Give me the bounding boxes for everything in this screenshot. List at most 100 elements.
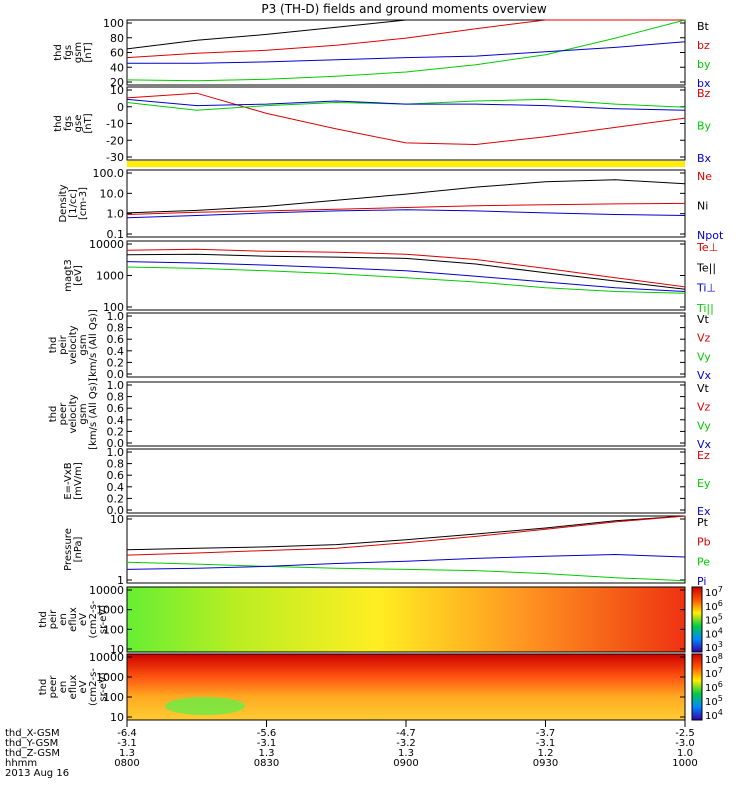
panel-frame [126, 448, 686, 514]
y-axis-label: [km/s (All Qs)] [88, 309, 99, 381]
colorbar-label: 106 [705, 680, 723, 694]
legend-entry: by [697, 58, 711, 71]
y-tick-label: 1.0 [107, 208, 125, 221]
y-tick-label: 1000 [96, 671, 124, 684]
series-pressure-Pe [126, 561, 686, 582]
x-axis-row-label: hhmm [5, 758, 37, 769]
y-tick-label: 10000 [89, 584, 124, 597]
series-temperature-Te|| [126, 253, 686, 290]
colorbar-label: 107 [705, 666, 723, 680]
y-axis-label: Density [58, 184, 69, 222]
colorbar-label: 108 [705, 652, 723, 666]
x-tick-label: -3.1 [257, 738, 277, 749]
y-tick-label: 1.0 [107, 446, 125, 459]
x-axis-row-label: thd_Z-GSM [5, 748, 60, 759]
y-axis-label: peir [58, 334, 69, 354]
y-tick-label: 10000 [89, 651, 124, 664]
y-axis-label: eV [78, 613, 89, 626]
y-axis-label: Pressure [63, 528, 74, 571]
y-tick-label: 10 [110, 84, 124, 97]
y-tick-label: 1 [117, 574, 124, 587]
legend-entry: Bt [697, 20, 710, 33]
y-axis-label: fgs [63, 45, 74, 60]
panel-peer-spectrogram: 10000 1000 100 10 thd peer en eflux eV (cm2-s-sr-… [38, 651, 723, 724]
y-tick-label: 0.2 [107, 356, 125, 369]
colorbar-label: 105 [705, 694, 723, 708]
spectrogram-fill [127, 587, 685, 652]
y-tick-label: 100.0 [93, 167, 125, 180]
legend-entry: bx [697, 77, 711, 90]
legend-entry: By [697, 120, 712, 133]
y-axis-label: thd [48, 406, 59, 423]
y-axis-label: [cm-3] [78, 187, 89, 220]
x-tick-label: -4.7 [396, 728, 416, 739]
y-tick-label: 0.2 [107, 492, 125, 505]
y-tick-label: 80 [110, 32, 124, 45]
legend-entry: Pb [697, 536, 711, 549]
colorbar-label: 104 [705, 708, 723, 722]
panel-frame [126, 86, 686, 161]
y-tick-label: 1000 [96, 604, 124, 617]
y-axis-label: thd [38, 679, 49, 696]
x-tick-label: 1000 [672, 758, 697, 769]
x-axis-row-label: thd_Y-GSM [5, 738, 58, 749]
x-tick-label: -3.7 [536, 728, 556, 739]
y-axis-label: gsm [73, 42, 84, 63]
x-tick-label: 1.0 [677, 748, 693, 759]
y-tick-label: 10 [110, 643, 124, 656]
x-tick-label: 0800 [114, 758, 139, 769]
y-tick-label: 0.6 [107, 333, 125, 346]
y-axis-label: (cm2-s- [88, 600, 99, 638]
y-axis-label: gse [73, 115, 84, 133]
y-tick-label: 0.8 [107, 322, 125, 335]
x-tick-label: 1.2 [538, 748, 554, 759]
x-tick-label: 0830 [254, 758, 279, 769]
x-axis-row-label: thd_X-GSM [5, 728, 60, 739]
y-tick-label: 0.1 [107, 228, 125, 241]
y-tick-label: 20 [110, 76, 124, 89]
legend-entry: Pe [697, 555, 710, 568]
y-axis-label: peer [58, 402, 69, 426]
panel-frame [126, 381, 686, 447]
series-temperature-Ti|| [126, 266, 686, 294]
legend-entry: Ni [697, 200, 708, 213]
legend-entry: Pi [697, 575, 706, 588]
y-axis-label: gsm [78, 334, 89, 355]
y-axis-label: [km/s (All Qs)] [88, 378, 99, 450]
panel-peir-spectrogram: 10000 1000 100 10 thd peir en eflux eV (cm2-s-sr-… [38, 584, 723, 656]
y-tick-label: 100 [103, 17, 124, 30]
y-axis-label: sr-eV) [98, 605, 109, 634]
legend-entry: Vy [697, 350, 711, 363]
y-axis-label: thd [53, 115, 64, 132]
series-fgs-gsm-bz [126, 19, 685, 59]
series-temperature-Te⊥ [126, 248, 686, 288]
legend-entry: Ne [697, 170, 712, 183]
y-axis-label: peer [48, 675, 59, 699]
panel-peir-velocity: 1.00.80.60.40.20.0 thd peir velocity gsm [km/… [48, 309, 712, 382]
y-axis-label: thd [53, 44, 64, 61]
x-axis-row-label: 2013 Aug 16 [5, 768, 69, 779]
colorbar [691, 586, 703, 653]
panel-efield: 1.00.80.60.40.20.0 E=-VxB [mV/m] Ez Ey Ex [63, 446, 711, 518]
y-axis-label: peir [48, 609, 59, 629]
x-tick-label: -3.1 [536, 738, 556, 749]
y-tick-label: 0.4 [107, 481, 125, 494]
x-tick-label: 0900 [393, 758, 418, 769]
colorbar-label: 107 [705, 585, 723, 599]
y-axis-label: [1/cc] [68, 189, 79, 218]
legend-entry: Npot [697, 229, 724, 242]
y-axis-label: fgs [63, 116, 74, 131]
legend-entry: Vx [697, 438, 712, 451]
x-tick-label: 0930 [533, 758, 558, 769]
series-density-Ni [126, 179, 686, 214]
colorbar-label: 105 [705, 613, 723, 627]
y-tick-label: 100 [103, 301, 124, 314]
y-axis-label: [nT] [83, 113, 94, 133]
y-tick-label: 0.4 [107, 414, 125, 427]
legend-entry: bz [697, 39, 710, 52]
y-axis-label: [mV/m] [73, 462, 84, 500]
x-tick-label: 1.3 [119, 748, 135, 759]
legend-entry: Vt [697, 313, 710, 326]
series-density-Npot [126, 209, 686, 219]
